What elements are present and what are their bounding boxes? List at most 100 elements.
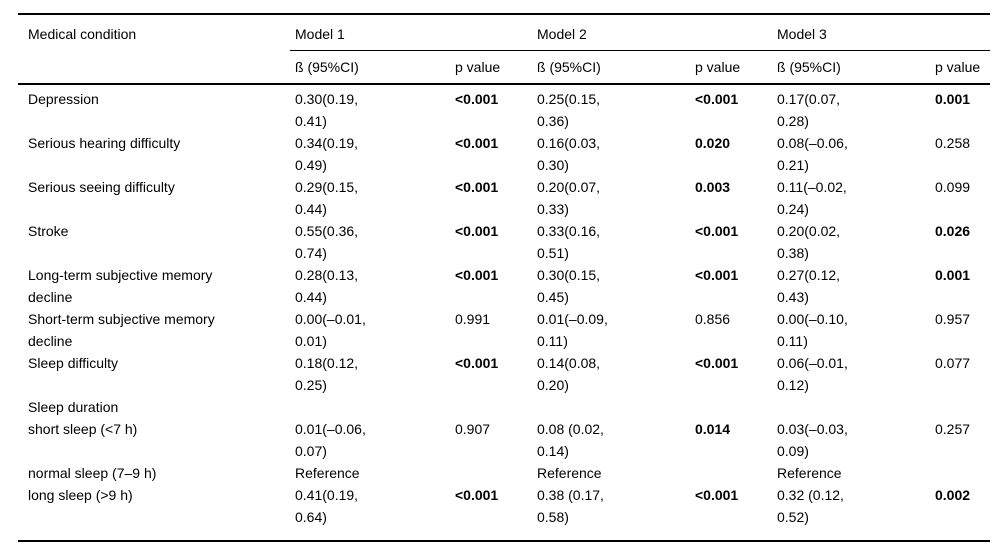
p-value: 0.957 xyxy=(935,311,971,327)
table-row: Serious seeing difficulty 0.29(0.15, 0.44… xyxy=(18,176,990,220)
p-value: 0.258 xyxy=(935,135,971,151)
column-header-model1: Model 1 xyxy=(290,14,532,51)
beta-value: 0.30(0.15, 0.45) xyxy=(537,267,601,305)
beta-value: 0.30(0.19, 0.41) xyxy=(295,91,359,129)
condition-label: Short-term subjective memory decline xyxy=(28,311,215,349)
m3-p-cell: 0.257 xyxy=(930,418,990,462)
condition-label: Stroke xyxy=(28,223,69,239)
condition-cell: short sleep (<7 h) xyxy=(18,418,290,462)
m3-beta-cell: 0.11(–0.02, 0.24) xyxy=(772,176,930,220)
m3-beta-cell: 0.17(0.07, 0.28) xyxy=(772,84,930,132)
condition-label: Depression xyxy=(28,91,99,107)
column-header-p-model1: p value xyxy=(450,50,532,85)
beta-value: 0.06(–0.01, 0.12) xyxy=(777,355,848,393)
p-value: 0.077 xyxy=(935,355,971,371)
column-header-beta-model1: ß (95%CI) xyxy=(290,50,450,85)
model-header-row: Medical condition Model 1 Model 2 Model … xyxy=(18,14,990,85)
beta-value: 0.08(–0.06, 0.21) xyxy=(777,135,848,173)
m1-beta-cell: 0.55(0.36, 0.74) xyxy=(290,220,450,264)
beta-value: 0.11(–0.02, 0.24) xyxy=(777,179,847,217)
column-header-beta-model2: ß (95%CI) xyxy=(532,50,690,85)
table-row: Stroke 0.55(0.36, 0.74) <0.001 0.33(0.16, 0… xyxy=(18,220,990,264)
m2-beta-cell: 0.08 (0.02, 0.14) xyxy=(532,418,690,462)
m1-beta-cell: 0.01(–0.06, 0.07) xyxy=(290,418,450,462)
m1-beta-cell: 0.34(0.19, 0.49) xyxy=(290,132,450,176)
beta-value: 0.14(0.08, 0.20) xyxy=(537,355,601,393)
condition-cell: normal sleep (7–9 h) xyxy=(18,462,290,484)
p-value: <0.001 xyxy=(455,223,499,239)
p-value: <0.001 xyxy=(455,267,499,283)
m3-p-cell: 0.258 xyxy=(930,132,990,176)
p-value: <0.001 xyxy=(695,355,739,371)
p-value: <0.001 xyxy=(695,487,739,503)
m3-p-cell: 0.957 xyxy=(930,308,990,352)
condition-cell: Stroke xyxy=(18,220,290,264)
beta-value: 0.20(0.07, 0.33) xyxy=(537,179,601,217)
m3-p-cell xyxy=(930,396,990,418)
table-body: Depression 0.30(0.19, 0.41) <0.001 0.25(0.1… xyxy=(18,84,990,541)
sub-header-row: ß (95%CI) p value ß (95%CI) p value ß (9… xyxy=(18,50,990,85)
m3-p-cell: 0.002 xyxy=(930,484,990,541)
beta-value: Reference xyxy=(295,465,360,481)
m2-p-cell: 0.020 xyxy=(690,132,772,176)
table-row: Sleep difficulty 0.18(0.12, 0.25) <0.001 0.… xyxy=(18,352,990,396)
p-value: 0.001 xyxy=(935,267,971,283)
m1-beta-cell xyxy=(290,396,450,418)
m3-beta-cell xyxy=(772,396,930,418)
section-label: Sleep duration xyxy=(28,399,119,415)
table-header: Medical condition Model 1 Model 2 Model … xyxy=(18,14,990,85)
p-value: <0.001 xyxy=(455,91,499,107)
m1-p-cell xyxy=(450,462,532,484)
beta-value: 0.17(0.07, 0.28) xyxy=(777,91,841,129)
m1-beta-cell: 0.18(0.12, 0.25) xyxy=(290,352,450,396)
beta-value: Reference xyxy=(777,465,842,481)
p-value: <0.001 xyxy=(455,179,499,195)
m2-beta-cell: 0.30(0.15, 0.45) xyxy=(532,264,690,308)
table-row: Depression 0.30(0.19, 0.41) <0.001 0.25(0.1… xyxy=(18,84,990,132)
p-value: 0.026 xyxy=(935,223,971,239)
m3-p-cell: 0.001 xyxy=(930,84,990,132)
m3-beta-cell: 0.06(–0.01, 0.12) xyxy=(772,352,930,396)
beta-value: 0.00(–0.01, 0.01) xyxy=(295,311,366,349)
section-row: Sleep duration xyxy=(18,396,990,418)
m1-p-cell: <0.001 xyxy=(450,220,532,264)
m2-p-cell: 0.856 xyxy=(690,308,772,352)
m2-beta-cell: 0.01(–0.09, 0.11) xyxy=(532,308,690,352)
beta-value: 0.55(0.36, 0.74) xyxy=(295,223,359,261)
p-value: 0.991 xyxy=(455,311,491,327)
m1-beta-cell: 0.30(0.19, 0.41) xyxy=(290,84,450,132)
p-value: 0.099 xyxy=(935,179,971,195)
m2-p-cell xyxy=(690,462,772,484)
m2-beta-cell: 0.33(0.16, 0.51) xyxy=(532,220,690,264)
p-value: 0.020 xyxy=(695,135,731,151)
beta-value: 0.01(–0.09, 0.11) xyxy=(537,311,608,349)
m2-beta-cell: 0.38 (0.17, 0.58) xyxy=(532,484,690,541)
m2-p-cell xyxy=(690,396,772,418)
beta-value: 0.27(0.12, 0.43) xyxy=(777,267,841,305)
m3-beta-cell: 0.00(–0.10, 0.11) xyxy=(772,308,930,352)
beta-value: 0.18(0.12, 0.25) xyxy=(295,355,359,393)
m2-p-cell: <0.001 xyxy=(690,484,772,541)
p-value: 0.257 xyxy=(935,421,971,437)
p-value: 0.856 xyxy=(695,311,731,327)
table-row: Serious hearing difficulty 0.34(0.19, 0.4… xyxy=(18,132,990,176)
p-value: 0.002 xyxy=(935,487,971,503)
column-header-condition: Medical condition xyxy=(18,14,290,85)
beta-value: 0.28(0.13, 0.44) xyxy=(295,267,359,305)
m1-p-cell: 0.991 xyxy=(450,308,532,352)
m1-p-cell: <0.001 xyxy=(450,132,532,176)
p-value: 0.014 xyxy=(695,421,731,437)
m3-beta-cell: 0.08(–0.06, 0.21) xyxy=(772,132,930,176)
m1-p-cell: <0.001 xyxy=(450,176,532,220)
m1-p-cell xyxy=(450,396,532,418)
beta-value: 0.38 (0.17, 0.58) xyxy=(537,487,604,525)
beta-value: 0.29(0.15, 0.44) xyxy=(295,179,359,217)
m2-p-cell: <0.001 xyxy=(690,352,772,396)
beta-value: 0.00(–0.10, 0.11) xyxy=(777,311,848,349)
m2-p-cell: <0.001 xyxy=(690,220,772,264)
p-value: <0.001 xyxy=(695,91,739,107)
table-row: short sleep (<7 h) 0.01(–0.06, 0.07) 0.907… xyxy=(18,418,990,462)
condition-cell: long sleep (>9 h) xyxy=(18,484,290,541)
p-value: <0.001 xyxy=(455,355,499,371)
